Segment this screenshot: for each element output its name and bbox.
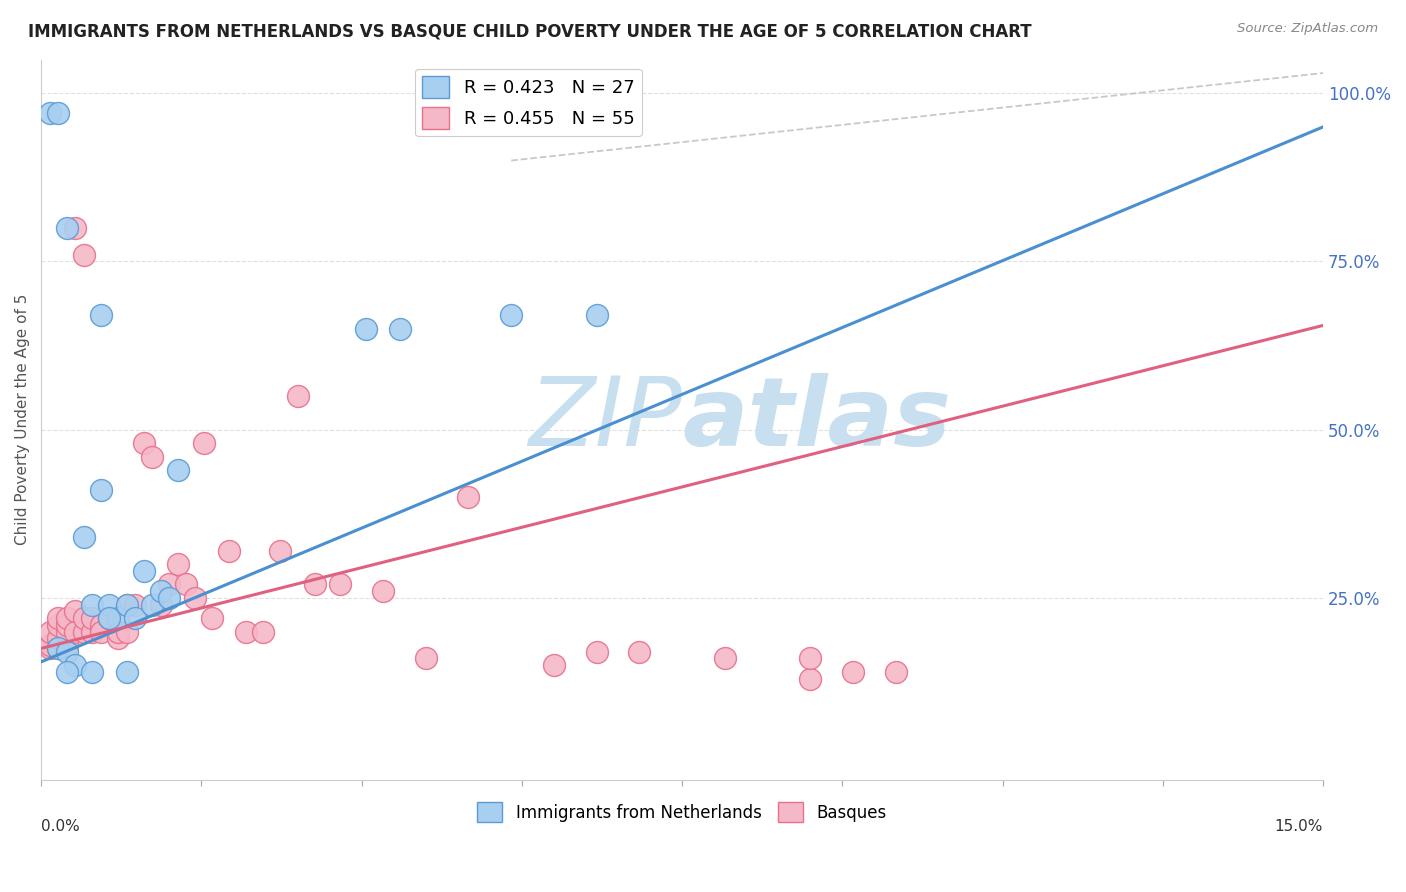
Point — [141, 598, 163, 612]
Point — [235, 624, 257, 639]
Legend: Immigrants from Netherlands, Basques: Immigrants from Netherlands, Basques — [471, 796, 894, 829]
Point — [107, 624, 129, 639]
Point — [354, 322, 377, 336]
Point — [884, 665, 907, 679]
Point — [115, 598, 138, 612]
Point — [98, 611, 121, 625]
Point — [501, 308, 523, 322]
Text: IMMIGRANTS FROM NETHERLANDS VS BASQUE CHILD POVERTY UNDER THE AGE OF 5 CORRELATI: IMMIGRANTS FROM NETHERLANDS VS BASQUE CH… — [28, 22, 1032, 40]
Point — [90, 624, 112, 639]
Point — [65, 220, 87, 235]
Text: ZIP: ZIP — [529, 373, 682, 467]
Point — [38, 641, 60, 656]
Point — [38, 624, 60, 639]
Point — [65, 624, 87, 639]
Point — [46, 632, 69, 646]
Point — [65, 658, 87, 673]
Point — [842, 665, 865, 679]
Point — [98, 598, 121, 612]
Point — [585, 308, 607, 322]
Point — [55, 611, 77, 625]
Point — [585, 645, 607, 659]
Point — [628, 645, 651, 659]
Point — [157, 591, 180, 605]
Point — [98, 611, 121, 625]
Point — [82, 611, 104, 625]
Point — [543, 658, 565, 673]
Point — [799, 651, 821, 665]
Point — [46, 641, 69, 656]
Point — [124, 611, 146, 625]
Point — [55, 665, 77, 679]
Point — [193, 436, 215, 450]
Point — [82, 598, 104, 612]
Point — [46, 106, 69, 120]
Point — [55, 220, 77, 235]
Text: atlas: atlas — [682, 373, 950, 467]
Point — [124, 598, 146, 612]
Point — [149, 598, 172, 612]
Point — [389, 322, 412, 336]
Point — [141, 450, 163, 464]
Point — [46, 641, 69, 656]
Point — [46, 618, 69, 632]
Point — [82, 624, 104, 639]
Point — [176, 577, 198, 591]
Point — [457, 490, 479, 504]
Point — [73, 248, 96, 262]
Point — [415, 651, 437, 665]
Point — [90, 483, 112, 498]
Point — [73, 624, 96, 639]
Point — [115, 598, 138, 612]
Point — [132, 436, 155, 450]
Point — [46, 611, 69, 625]
Y-axis label: Child Poverty Under the Age of 5: Child Poverty Under the Age of 5 — [15, 294, 30, 545]
Point — [38, 106, 60, 120]
Point — [55, 638, 77, 652]
Text: 15.0%: 15.0% — [1275, 819, 1323, 834]
Point — [55, 624, 77, 639]
Point — [371, 584, 394, 599]
Point — [107, 611, 129, 625]
Point — [90, 618, 112, 632]
Point — [252, 624, 274, 639]
Point — [82, 665, 104, 679]
Point — [115, 624, 138, 639]
Point — [167, 558, 190, 572]
Point — [132, 564, 155, 578]
Point — [157, 577, 180, 591]
Point — [98, 611, 121, 625]
Point — [73, 611, 96, 625]
Point — [115, 665, 138, 679]
Text: Source: ZipAtlas.com: Source: ZipAtlas.com — [1237, 22, 1378, 36]
Point — [184, 591, 207, 605]
Point — [167, 463, 190, 477]
Point — [55, 618, 77, 632]
Point — [287, 389, 309, 403]
Point — [218, 544, 240, 558]
Text: 0.0%: 0.0% — [41, 819, 80, 834]
Point — [55, 645, 77, 659]
Point — [304, 577, 326, 591]
Point — [201, 611, 224, 625]
Point — [65, 604, 87, 618]
Point — [73, 530, 96, 544]
Point — [38, 638, 60, 652]
Point — [269, 544, 291, 558]
Point — [799, 672, 821, 686]
Point — [329, 577, 352, 591]
Point — [149, 584, 172, 599]
Point — [90, 308, 112, 322]
Point — [714, 651, 737, 665]
Point — [107, 632, 129, 646]
